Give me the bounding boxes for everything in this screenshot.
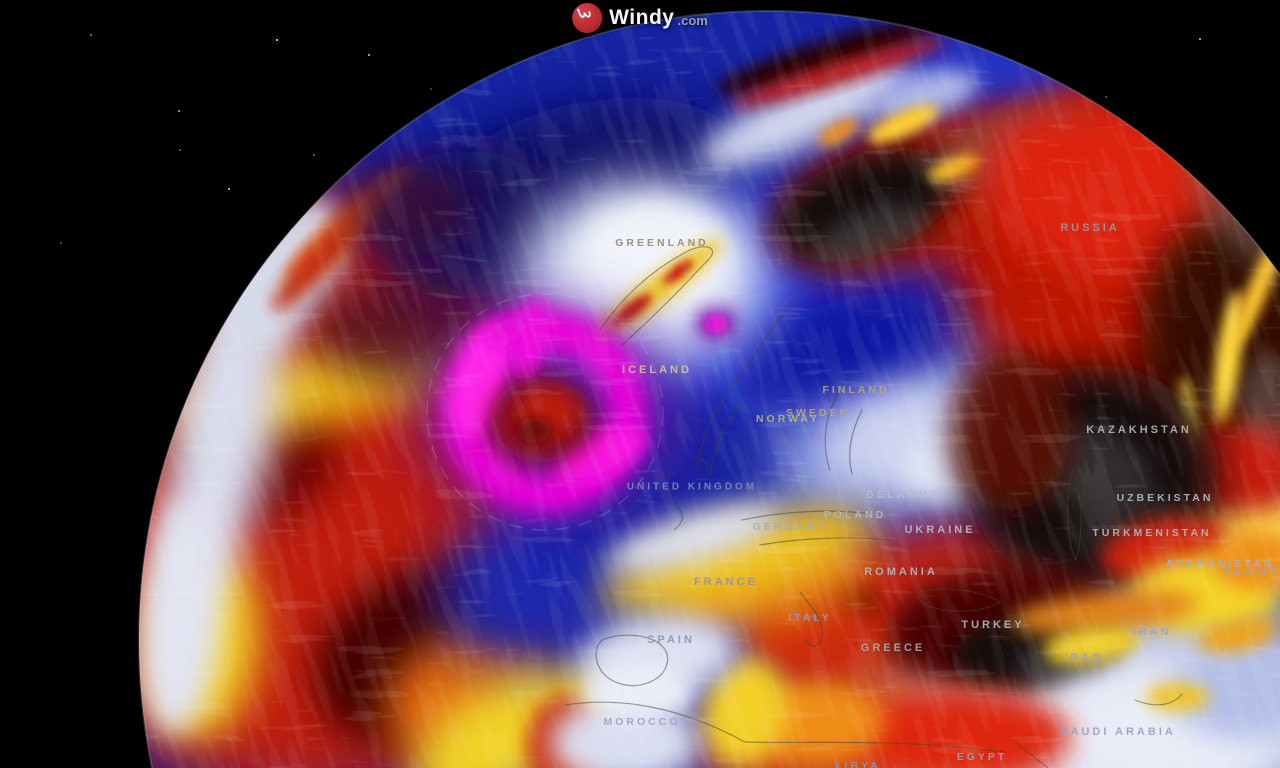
windy-tld-text: .com bbox=[677, 12, 708, 28]
globe-rim bbox=[138, 10, 1280, 768]
windy-logo-icon bbox=[572, 3, 603, 33]
windy-brand-text: Windy bbox=[609, 6, 675, 29]
windy-logo[interactable]: Windy .com bbox=[572, 3, 708, 33]
